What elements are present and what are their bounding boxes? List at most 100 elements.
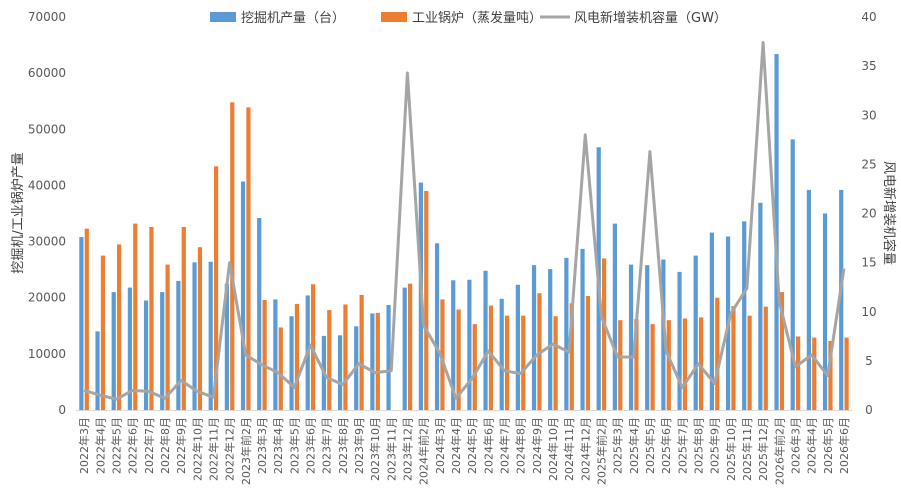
right-tick-label: 20 [861, 207, 876, 221]
bar-boiler [181, 226, 186, 410]
x-tick-label: 2023年6月 [303, 417, 317, 474]
right-tick-label: 40 [861, 10, 876, 24]
bar-excavator [790, 139, 795, 411]
right-tick-label: 15 [861, 256, 876, 270]
bar-boiler [796, 336, 801, 410]
x-tick-label: 2022年7月 [142, 417, 156, 474]
bar-excavator [143, 300, 149, 410]
bar-boiler [715, 297, 720, 410]
bar-boiler [197, 247, 203, 410]
bar-boiler [634, 319, 639, 410]
bar-boiler [84, 228, 89, 410]
bar-excavator [806, 189, 811, 410]
x-tick-label: 2022年11月 [206, 417, 220, 481]
bar-boiler [666, 320, 671, 410]
legend-label: 挖掘机产量（台） [241, 11, 345, 26]
bar-excavator [612, 223, 617, 410]
left-tick-label: 40000 [28, 178, 66, 192]
bar-excavator [402, 287, 407, 410]
x-tick-label: 2025年10月 [724, 417, 738, 481]
bar-excavator [515, 284, 520, 410]
bar-boiler [602, 258, 607, 410]
bar-boiler [343, 304, 348, 410]
bar-boiler [327, 310, 332, 410]
bar-excavator [386, 305, 391, 410]
bar-boiler [294, 303, 300, 410]
bar-boiler [553, 316, 558, 410]
x-tick-label: 2025年4月 [627, 417, 641, 474]
bar-boiler [828, 340, 833, 410]
bar-boiler [408, 283, 413, 410]
bar-excavator [531, 265, 537, 410]
bar-excavator [758, 202, 763, 410]
bar-boiler [424, 191, 429, 410]
x-tick-label: 2025年前2月 [594, 417, 608, 485]
right-tick-label: 30 [861, 108, 876, 122]
legend: 挖掘机产量（台） 工业锅炉（蒸发量吨） 风电新增装机容量（GW） [210, 10, 727, 26]
bar-boiler [488, 305, 494, 410]
bar-boiler [650, 324, 655, 410]
left-axis-ticks: 0 10000 20000 30000 40000 50000 60000 70000 [28, 10, 66, 417]
x-tick-label: 2024年前2月 [417, 417, 431, 485]
bar-boiler [682, 318, 688, 410]
x-tick-label: 2025年12月 [756, 417, 770, 481]
bar-excavator [774, 54, 779, 410]
bar-boiler [165, 264, 170, 410]
bar-boiler [521, 315, 526, 410]
bar-excavator [273, 299, 278, 410]
x-tick-label: 2024年11月 [562, 417, 576, 481]
x-tick-label: 2022年10月 [190, 417, 204, 481]
bar-excavator [580, 248, 585, 410]
right-tick-label: 5 [865, 354, 873, 368]
x-tick-label: 2023年7月 [320, 417, 334, 474]
bar-boiler [214, 166, 219, 410]
x-tick-label: 2022年8月 [158, 417, 172, 474]
bar-boiler [262, 299, 267, 410]
x-tick-label: 2025年6月 [659, 417, 673, 474]
line-series [83, 41, 846, 401]
x-tick-label: 2024年7月 [497, 417, 511, 474]
bar-excavator [337, 335, 343, 410]
x-tick-label: 2024年9月 [530, 417, 544, 474]
bar-boiler [359, 294, 364, 410]
right-tick-label: 35 [861, 59, 876, 73]
x-tick-label: 2025年9月 [708, 417, 722, 474]
right-axis-title: 风电新增装机容量 [881, 161, 897, 265]
wind-power-line [83, 41, 846, 401]
x-tick-label: 2022年5月 [109, 417, 123, 474]
bar-excavator [564, 257, 569, 410]
bar-boiler [747, 315, 752, 410]
x-tick-label: 2023年5月 [287, 417, 301, 474]
x-tick-label: 2022年9月 [174, 417, 188, 474]
x-tick-label: 2023年10月 [368, 417, 382, 481]
bar-boiler [779, 292, 785, 410]
x-tick-label: 2026年6月 [837, 417, 851, 474]
bar-excavator [451, 280, 456, 410]
x-tick-label: 2024年5月 [465, 417, 479, 474]
bar-boiler [278, 327, 283, 410]
left-tick-label: 60000 [28, 66, 66, 80]
right-tick-label: 10 [861, 305, 876, 319]
x-tick-label: 2023年3月 [255, 417, 269, 474]
bar-boiler [246, 107, 251, 410]
x-tick-label: 2023年11月 [384, 417, 398, 481]
bar-boiler [505, 315, 510, 410]
right-tick-label: 25 [861, 157, 876, 171]
bar-boiler [440, 299, 445, 410]
left-tick-label: 0 [58, 403, 66, 417]
bar-excavator [483, 270, 488, 410]
bar-boiler [569, 303, 574, 410]
bar-excavator [742, 221, 747, 410]
legend-swatch [210, 12, 236, 22]
bar-excavator [79, 237, 84, 410]
bar-excavator [176, 280, 181, 410]
bar-excavator [127, 287, 132, 410]
bar-excavator [693, 255, 698, 410]
bar-boiler [117, 244, 122, 410]
x-tick-label: 2024年6月 [481, 417, 495, 474]
bar-boiler [618, 320, 623, 410]
bar-boiler [230, 102, 235, 410]
x-tick-label: 2024年10月 [546, 417, 560, 481]
x-tick-label: 2025年8月 [691, 417, 705, 474]
